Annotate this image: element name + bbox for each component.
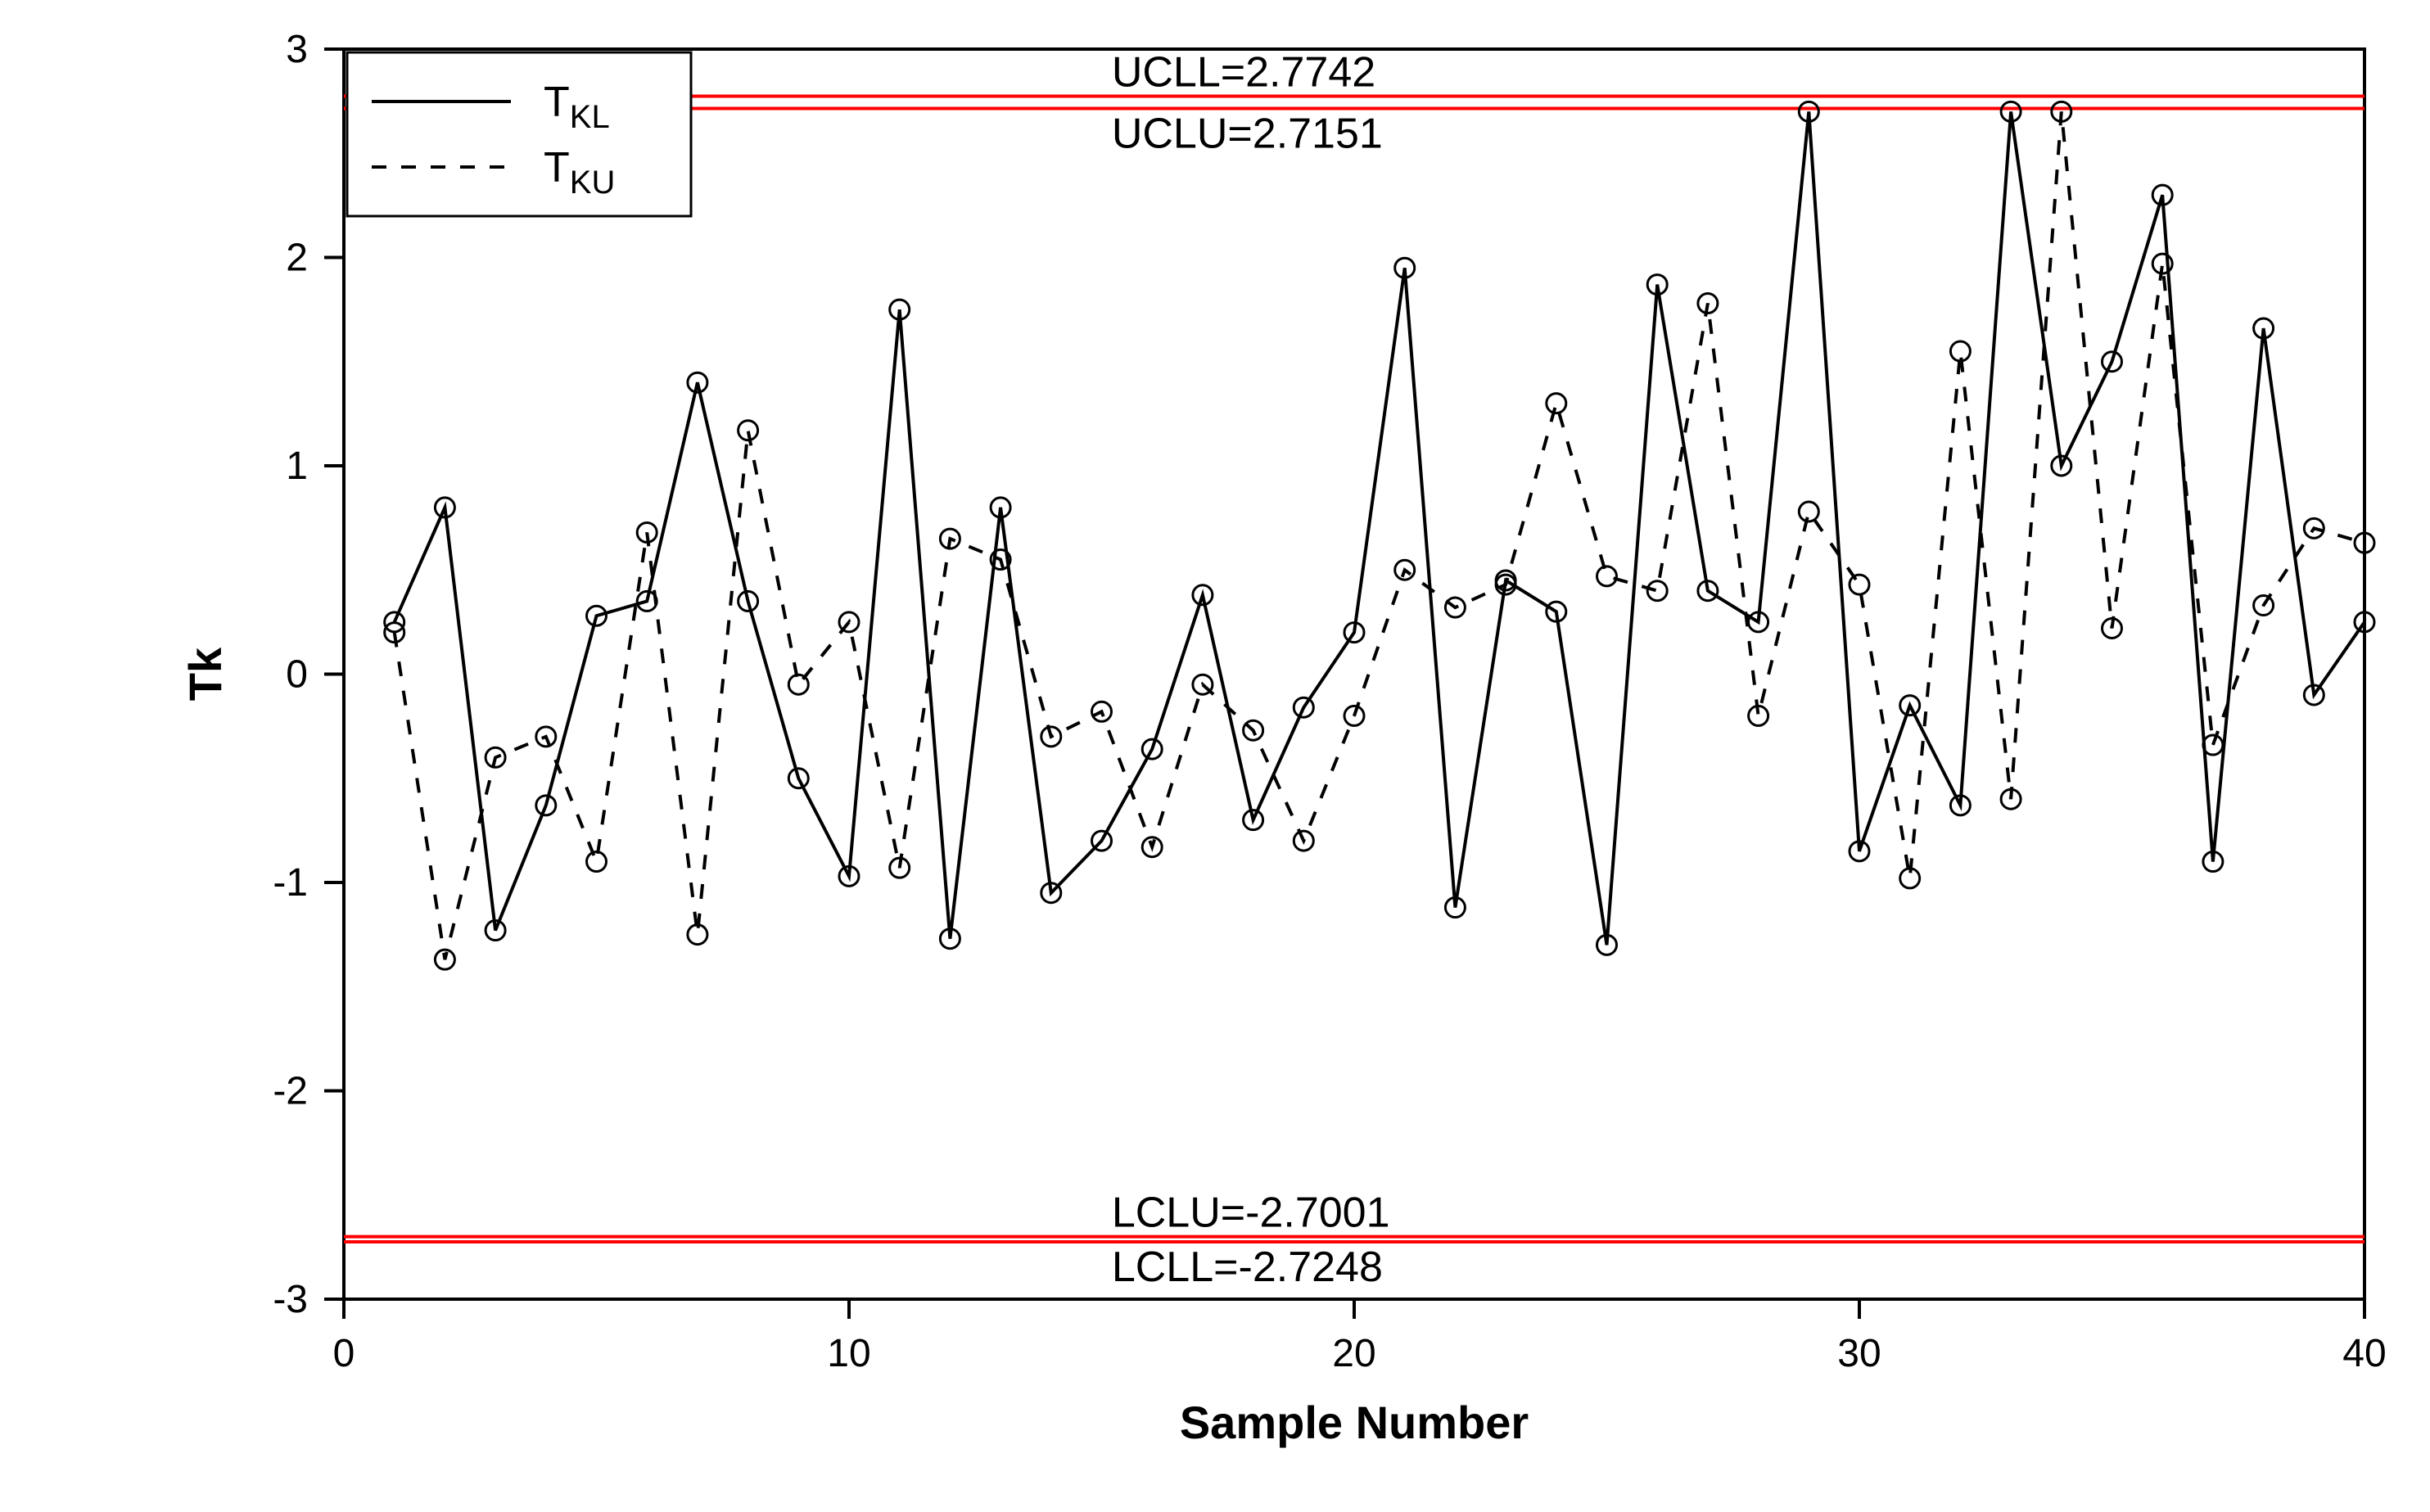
plot-box xyxy=(344,49,2365,1299)
control-limit-label: UCLL=2.7742 xyxy=(1112,48,1375,96)
x-tick-label: 0 xyxy=(333,1332,355,1375)
series-line-T_KU xyxy=(395,111,2365,959)
y-tick-label: 3 xyxy=(286,28,308,71)
y-tick-label: -3 xyxy=(273,1278,308,1321)
y-tick-label: -1 xyxy=(273,861,308,905)
series-marker xyxy=(788,675,808,694)
control-chart: 0 10 20 30 40 -3 -2 -1 0 1 2 3 Sample Number Tk UCLL=2… xyxy=(0,0,2430,1512)
y-tick-label: 0 xyxy=(286,653,308,697)
x-tick-label: 10 xyxy=(827,1332,870,1375)
series-marker xyxy=(1647,581,1667,601)
control-limit-label: LCLU=-2.7001 xyxy=(1112,1189,1390,1237)
chart-svg: 0 10 20 30 40 -3 -2 -1 0 1 2 3 Sample Number Tk UCLL=2… xyxy=(0,0,2430,1512)
control-limit-label: LCLL=-2.7248 xyxy=(1112,1243,1383,1291)
series-marker xyxy=(1547,394,1566,413)
y-tick-label: 2 xyxy=(286,237,308,280)
y-axis-label: Tk xyxy=(179,647,231,701)
series-marker xyxy=(1597,566,1617,586)
series-marker xyxy=(2203,735,2223,755)
x-tick-label: 40 xyxy=(2342,1332,2386,1375)
series-marker xyxy=(587,852,607,872)
series-marker xyxy=(1850,575,1869,594)
series-line-T_KL xyxy=(395,111,2365,945)
x-tick-label: 20 xyxy=(1332,1332,1375,1375)
y-tick-label: -2 xyxy=(273,1070,308,1113)
x-axis-label: Sample Number xyxy=(1180,1397,1529,1448)
x-tick-label: 30 xyxy=(1837,1332,1881,1375)
legend-box xyxy=(347,52,691,216)
control-limit-label: UCLU=2.7151 xyxy=(1112,111,1383,158)
y-tick-label: 1 xyxy=(286,445,308,488)
series-marker xyxy=(1799,502,1818,521)
